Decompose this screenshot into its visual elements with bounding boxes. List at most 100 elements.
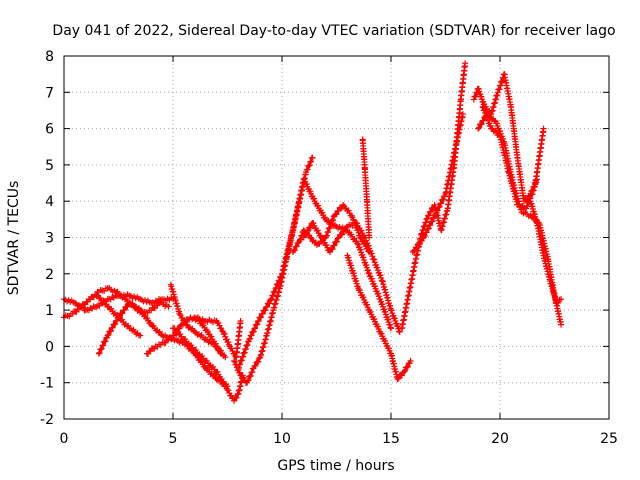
data-point-s2-1 — [104, 332, 111, 339]
data-marker-s9-1-6 — [250, 328, 257, 335]
data-marker-s8-2-5 — [247, 372, 254, 379]
data-marker-s2-1-9 — [112, 321, 119, 328]
data-point-s1-12 — [165, 303, 172, 310]
data-marker-s9-10-10 — [354, 240, 361, 247]
data-point-s10-3 — [307, 234, 314, 241]
data-marker-s9-12-9 — [371, 283, 378, 290]
data-marker-s4-7-4 — [208, 333, 215, 340]
data-marker-s2-0-6 — [100, 342, 107, 349]
data-marker-s11-2-6 — [323, 242, 330, 249]
data-marker-s10-0-4 — [293, 243, 300, 250]
data-marker-s11-4-5 — [341, 228, 348, 235]
data-marker-s8-3-2 — [252, 362, 259, 369]
data-marker-s15-2-7 — [436, 203, 443, 210]
data-marker-s15-1-9 — [427, 222, 434, 229]
data-marker-s11-7-12 — [369, 253, 376, 260]
data-marker-s18-0-3 — [481, 107, 488, 114]
data-marker-s9-1-3 — [248, 332, 255, 339]
y-tick-label-7: 5 — [45, 158, 54, 174]
data-marker-s10-5-7 — [326, 224, 333, 231]
data-marker-s18-0-8 — [484, 115, 491, 122]
data-marker-s2-2-9 — [124, 303, 131, 310]
data-marker-s11-3-5 — [331, 242, 338, 249]
data-marker-s10-1-2 — [297, 236, 304, 243]
data-point-s19-5 — [558, 296, 565, 303]
data-marker-s9-1-1 — [247, 335, 254, 342]
y-tick-label-9: 7 — [45, 85, 54, 101]
data-marker-s8-11-5 — [306, 162, 313, 169]
chart-title: Day 041 of 2022, Sidereal Day-to-day VTE… — [52, 23, 615, 39]
y-tick-label-0: -2 — [40, 412, 54, 428]
data-marker-s8-2-2 — [245, 377, 252, 384]
data-marker-s11-8-11 — [377, 272, 384, 279]
data-marker-s7-3-7 — [225, 338, 232, 345]
data-marker-s11-1-1 — [310, 220, 317, 227]
y-tick-label-1: -1 — [40, 376, 54, 392]
data-point-s16-0 — [470, 96, 477, 103]
data-marker-s12-1-2 — [356, 287, 363, 294]
data-marker-s5-6-3 — [216, 347, 223, 354]
data-point-s15-5 — [459, 111, 466, 118]
x-tick-label-1: 5 — [169, 431, 178, 447]
data-marker-s8-0-8 — [236, 369, 243, 376]
data-marker-s8-3-6 — [256, 355, 263, 362]
data-marker-s9-2-6 — [262, 307, 269, 314]
data-marker-s4-3-6 — [176, 325, 183, 332]
data-marker-s9-3-16 — [278, 273, 285, 280]
data-marker-s15-2-2 — [433, 211, 440, 218]
data-point-s3-0 — [93, 292, 100, 299]
data-marker-s9-12-15 — [375, 293, 382, 300]
data-marker-s2-0-9 — [102, 338, 109, 345]
y-tick-label-10: 8 — [45, 49, 54, 65]
data-marker-s6-6-4 — [234, 391, 241, 398]
data-marker-s11-6-1 — [353, 220, 360, 227]
x-tick-label-3: 15 — [382, 431, 400, 447]
data-marker-s11-3-8 — [333, 238, 340, 245]
data-marker-s2-1-6 — [109, 324, 116, 331]
y-tick-label-6: 4 — [45, 194, 54, 210]
data-marker-s18-5-10 — [529, 191, 536, 198]
data-marker-s12-1-12 — [364, 301, 371, 308]
data-marker-s11-8-6 — [374, 264, 381, 271]
data-marker-s7-2-2 — [215, 319, 222, 326]
data-marker-s11-3-9 — [334, 235, 341, 242]
data-marker-s11-4-7 — [343, 224, 350, 231]
data-point-s13-3 — [366, 234, 373, 241]
axis-ticks: 0 5 10 15 20 25 -2 -1 0 1 2 3 4 5 6 7 8 — [40, 49, 618, 447]
data-marker-s11-7-11 — [368, 250, 375, 257]
data-marker-s7-4-2 — [228, 345, 235, 352]
data-point-s7-6 — [237, 317, 244, 324]
data-marker-s2-0-4 — [98, 345, 105, 352]
data-marker-s12-3-12 — [385, 345, 392, 352]
data-marker-s12-3-7 — [382, 337, 389, 344]
y-tick-label-2: 0 — [45, 339, 54, 355]
data-marker-s9-1-13 — [255, 317, 262, 324]
data-marker-s12-5-1 — [395, 375, 402, 382]
data-marker-s3-3-2 — [129, 327, 136, 334]
data-marker-s12-5-4 — [398, 372, 405, 379]
data-point-s18-0 — [479, 103, 486, 110]
data-marker-s2-3-6 — [134, 305, 141, 312]
data-marker-s9-2-3 — [259, 310, 266, 317]
data-marker-s10-5-9 — [328, 221, 335, 228]
data-marker-s11-10-1 — [388, 307, 395, 314]
data-marker-s11-6-6 — [358, 227, 365, 234]
data-marker-s11-3-3 — [329, 245, 336, 252]
data-marker-s3-3-5 — [133, 330, 140, 337]
data-marker-s9-12-14 — [375, 290, 382, 297]
y-axis-label: SDTVAR / TECUs — [6, 181, 22, 296]
data-marker-s9-3-3 — [270, 292, 277, 299]
data-point-s5-5 — [202, 336, 209, 343]
data-point-s0-1 — [71, 299, 78, 306]
data-marker-s10-5-2 — [323, 232, 330, 239]
data-marker-s15-0-4 — [413, 244, 420, 251]
y-tick-label-4: 2 — [45, 267, 54, 283]
data-marker-s18-5-12 — [530, 187, 537, 194]
data-marker-s15-1-7 — [425, 225, 432, 232]
data-marker-s2-1-4 — [107, 328, 114, 335]
data-marker-s8-2-7 — [249, 369, 256, 376]
data-marker-s10-6-4 — [335, 207, 342, 214]
data-marker-s12-3-2 — [378, 330, 385, 337]
data-marker-s15-2-9 — [438, 200, 445, 207]
